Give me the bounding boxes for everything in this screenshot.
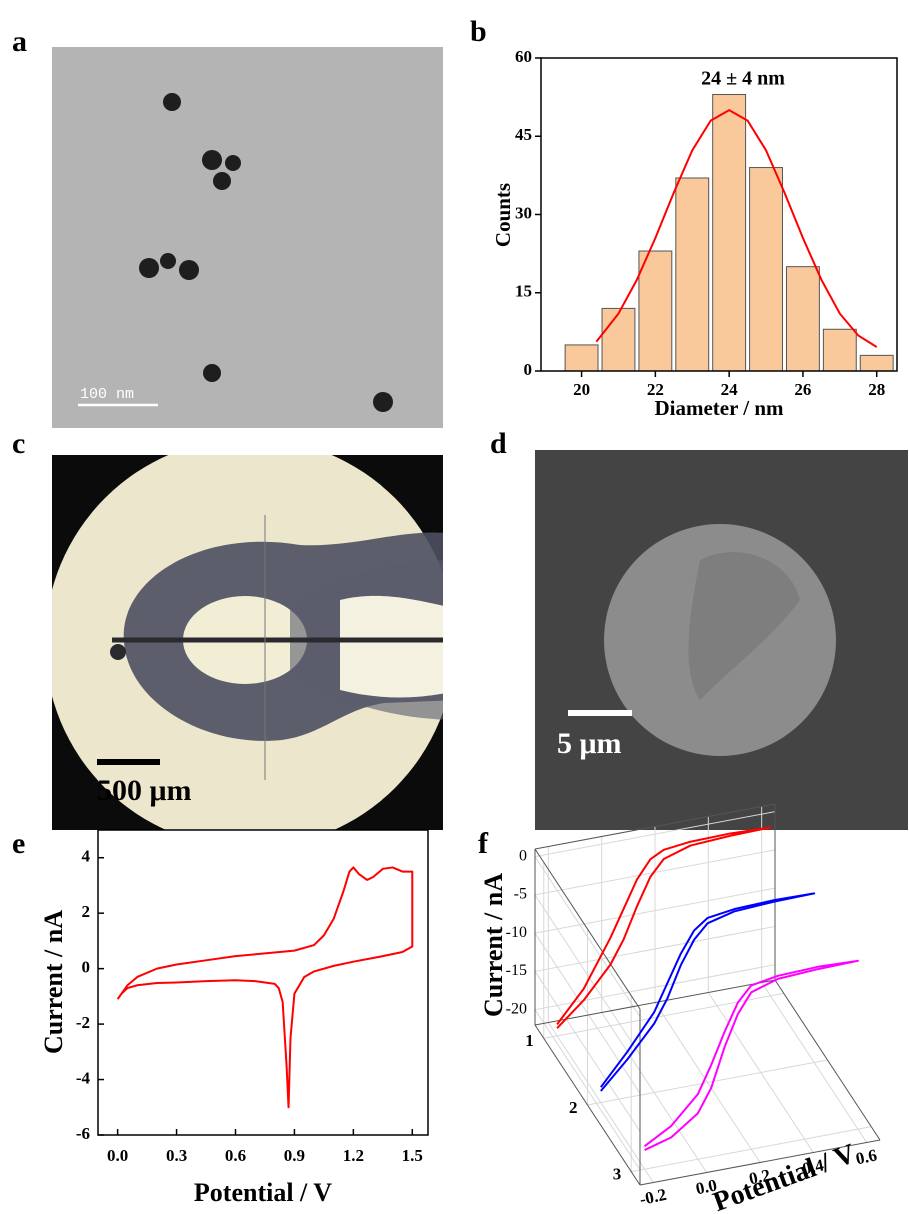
y-axis-label: Counts	[491, 183, 515, 247]
y-tick-label: -2	[76, 1013, 90, 1032]
y-tick-label: 0	[524, 360, 533, 379]
annotation: 24 ± 4 nm	[701, 68, 785, 90]
cv-curve	[116, 866, 414, 1109]
y-tick-label: 15	[515, 282, 532, 301]
axis-edge	[534, 1024, 641, 1186]
y-tick-label: -6	[76, 1124, 90, 1143]
x-tick-label: 0.0	[694, 1175, 719, 1198]
y-tick-label: -15	[506, 962, 527, 979]
sem-image: 5 μm	[535, 450, 908, 830]
x-tick-label: 22	[647, 380, 664, 399]
axis-frame	[97, 829, 429, 1136]
panel-label: f	[478, 827, 489, 860]
x-tick-label: 0.6	[225, 1146, 246, 1165]
axis-edge	[639, 1139, 881, 1186]
bar	[712, 94, 747, 372]
optical-image: 500 μm	[52, 455, 443, 830]
y-tick-label: 60	[515, 47, 532, 66]
x-tick-label: 0.3	[166, 1146, 187, 1165]
tem-image: 100 nm	[52, 47, 443, 428]
x-tick-label: 1.2	[343, 1146, 364, 1165]
grid-line	[587, 1059, 828, 1106]
x-tick-label: 1.5	[402, 1146, 423, 1165]
curve-3d	[643, 959, 859, 1151]
curve-3d	[556, 826, 772, 1029]
panel-label: e	[12, 827, 25, 860]
y-tick-label: 30	[515, 203, 532, 222]
z-tick-label: 2	[569, 1098, 578, 1117]
x-tick-label: 0.4	[801, 1155, 826, 1178]
axis-edge	[534, 848, 641, 1010]
y-tick-label: -20	[506, 1000, 527, 1017]
grid-line	[631, 1126, 872, 1173]
axis-edge	[774, 979, 881, 1141]
x-tick-label: 26	[794, 380, 811, 399]
scale-bar-label: 500 μm	[97, 774, 192, 807]
bar	[564, 344, 599, 372]
x-tick-label: 24	[721, 380, 739, 399]
y-tick-label: 0	[519, 847, 527, 864]
grid-line	[543, 992, 784, 1039]
x-tick-label: 0.2	[747, 1165, 772, 1188]
x-axis-label: Potential / V	[194, 1178, 332, 1207]
panel-label: b	[470, 15, 487, 48]
x-tick-label: 0.0	[107, 1146, 128, 1165]
bar	[822, 328, 857, 372]
y-tick-label: -4	[76, 1068, 91, 1087]
axis-edge	[534, 979, 776, 1026]
bar	[859, 354, 894, 372]
axis-edge	[534, 803, 776, 850]
bar	[601, 307, 636, 372]
curve-3d	[600, 892, 816, 1092]
y-axis-label: Current / nA	[479, 873, 508, 1017]
z-tick-label: 3	[613, 1165, 622, 1184]
y-tick-label: 0	[82, 958, 91, 977]
scale-bar-label: 100 nm	[80, 386, 134, 403]
bar	[749, 167, 783, 372]
y-tick-label: 45	[515, 125, 532, 144]
y-tick-label: 4	[82, 847, 91, 866]
bar	[785, 266, 820, 372]
z-tick-label: 1	[525, 1031, 534, 1050]
panel-label: c	[12, 427, 25, 460]
bar	[638, 250, 673, 372]
x-tick-label: 28	[868, 380, 885, 399]
fit-curve	[595, 109, 878, 348]
y-tick-label: 2	[82, 902, 91, 921]
panel-label: d	[490, 427, 507, 460]
y-tick-label: -10	[506, 924, 527, 941]
x-tick-label: -0.2	[638, 1185, 668, 1209]
x-axis-label: Diameter / nm	[654, 396, 784, 420]
x-tick-label: 0.6	[854, 1145, 879, 1168]
scale-bar-label: 5 μm	[557, 727, 622, 760]
panel-label: a	[12, 25, 27, 58]
x-tick-label: 0.9	[284, 1146, 305, 1165]
y-tick-label: -5	[514, 886, 527, 903]
bar	[675, 177, 710, 372]
x-tick-label: 20	[573, 380, 590, 399]
x-axis-label: Potential / V	[709, 1138, 859, 1214]
y-axis-label: Current / nA	[39, 910, 68, 1054]
